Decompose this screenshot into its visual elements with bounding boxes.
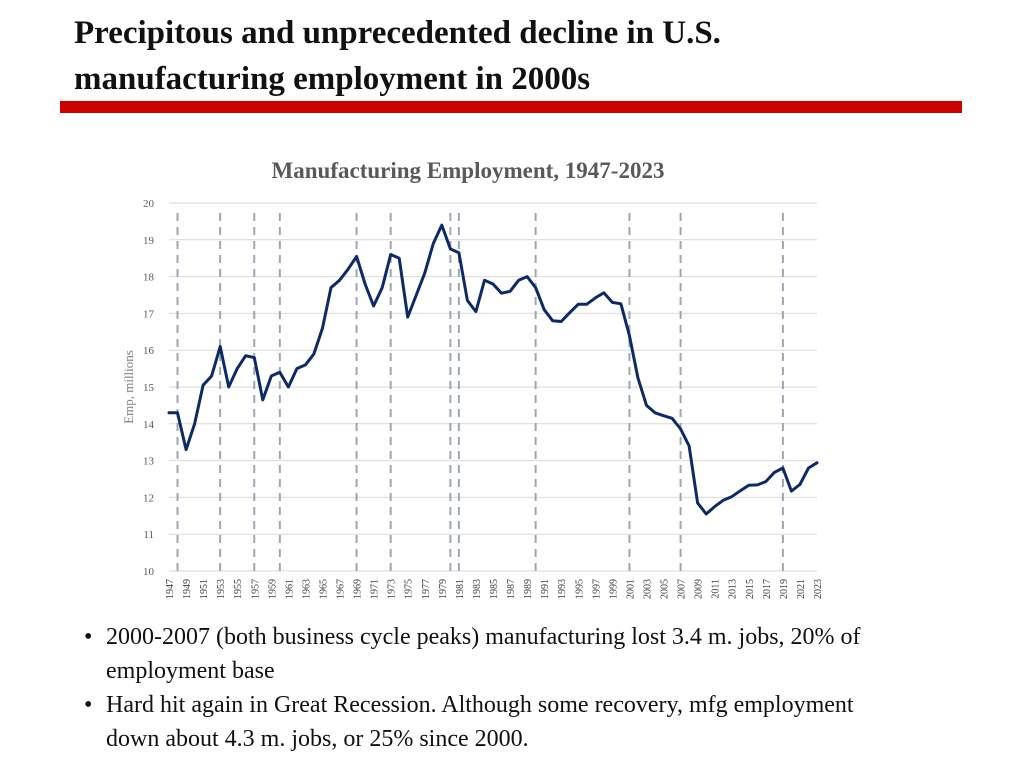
x-tick-label: 2015: [745, 579, 756, 599]
x-tick-label: 2007: [677, 579, 688, 599]
x-tick-label: 1995: [574, 579, 585, 599]
chart-title: Manufacturing Employment, 1947-2023: [272, 158, 665, 183]
y-tick-label: 18: [143, 272, 155, 284]
x-tick-label: 1975: [404, 579, 415, 599]
x-tick-label: 1993: [557, 579, 568, 599]
y-tick-label: 10: [143, 566, 155, 578]
x-tick-label: 1973: [387, 579, 398, 599]
x-tick-label: 2001: [625, 579, 636, 599]
y-tick-label: 11: [143, 529, 154, 541]
x-tick-label: 1949: [182, 579, 193, 599]
x-tick-label: 2003: [642, 579, 653, 599]
x-tick-label: 2011: [711, 579, 722, 599]
x-tick-label: 2023: [813, 579, 824, 599]
x-tick-label: 1947: [165, 579, 176, 599]
x-tick-label: 1953: [216, 579, 227, 599]
x-tick-label: 1965: [318, 579, 329, 599]
x-tick-label: 2021: [796, 579, 807, 599]
y-tick-label: 20: [143, 198, 155, 210]
y-tick-label: 15: [143, 382, 155, 394]
x-tick-label: 2009: [694, 579, 705, 599]
x-tick-label: 1951: [199, 579, 210, 599]
x-tick-label: 2005: [660, 579, 671, 599]
x-tick-label: 1989: [523, 579, 534, 599]
title-rule: [60, 101, 962, 113]
slide-title-line-1: Precipitous and unprecedented decline in…: [74, 15, 721, 51]
x-tick-label: 1979: [438, 579, 449, 599]
x-tick-label: 1997: [591, 579, 602, 599]
y-tick-label: 13: [143, 456, 155, 468]
x-tick-label: 1971: [370, 579, 381, 599]
bullet-item: Hard hit again in Great Recession. Altho…: [84, 688, 884, 756]
x-tick-label: 2013: [728, 579, 739, 599]
y-tick-label: 19: [143, 235, 155, 247]
slide-title-line-2: manufacturing employment in 2000s: [74, 61, 591, 97]
recession-markers: [176, 213, 784, 571]
gridlines: [169, 202, 817, 572]
bullet-item: 2000-2007 (both business cycle peaks) ma…: [84, 620, 884, 688]
x-tick-labels: 1947 1949 1951 1953 1955 1957 1959 1961 1963 1965…: [165, 579, 824, 599]
x-tick-label: 1987: [506, 579, 517, 599]
series-line: [167, 223, 819, 516]
x-tick-label: 1959: [267, 579, 278, 599]
x-tick-label: 1981: [455, 579, 466, 599]
series: [167, 223, 819, 516]
x-tick-label: 1967: [336, 579, 347, 599]
x-tick-label: 2019: [779, 579, 790, 599]
y-tick-label: 12: [143, 492, 154, 504]
x-tick-label: 1991: [540, 579, 551, 599]
slide-title: Precipitous and unprecedented decline in…: [74, 10, 954, 102]
x-tick-label: 2017: [762, 579, 773, 599]
bullet-list: 2000-2007 (both business cycle peaks) ma…: [84, 620, 884, 756]
manufacturing-employment-chart: Manufacturing Employment, 1947-2023 10 11…: [121, 158, 824, 599]
y-tick-label: 14: [143, 419, 155, 431]
x-tick-label: 1977: [421, 579, 432, 599]
y-tick-label: 17: [143, 308, 155, 320]
x-tick-label: 1963: [301, 579, 312, 599]
y-tick-labels: 10 11 12 13 14 15 16 17 18 19 20: [143, 198, 155, 578]
x-tick-label: 1961: [284, 579, 295, 599]
x-tick-label: 1983: [472, 579, 483, 599]
x-tick-label: 1969: [353, 579, 364, 599]
x-tick-label: 1985: [489, 579, 500, 599]
x-tick-label: 1957: [250, 579, 261, 599]
y-tick-label: 16: [143, 345, 155, 357]
y-axis-label: Emp, millions: [121, 350, 136, 424]
x-tick-label: 1955: [233, 579, 244, 599]
x-tick-label: 1999: [608, 579, 619, 599]
